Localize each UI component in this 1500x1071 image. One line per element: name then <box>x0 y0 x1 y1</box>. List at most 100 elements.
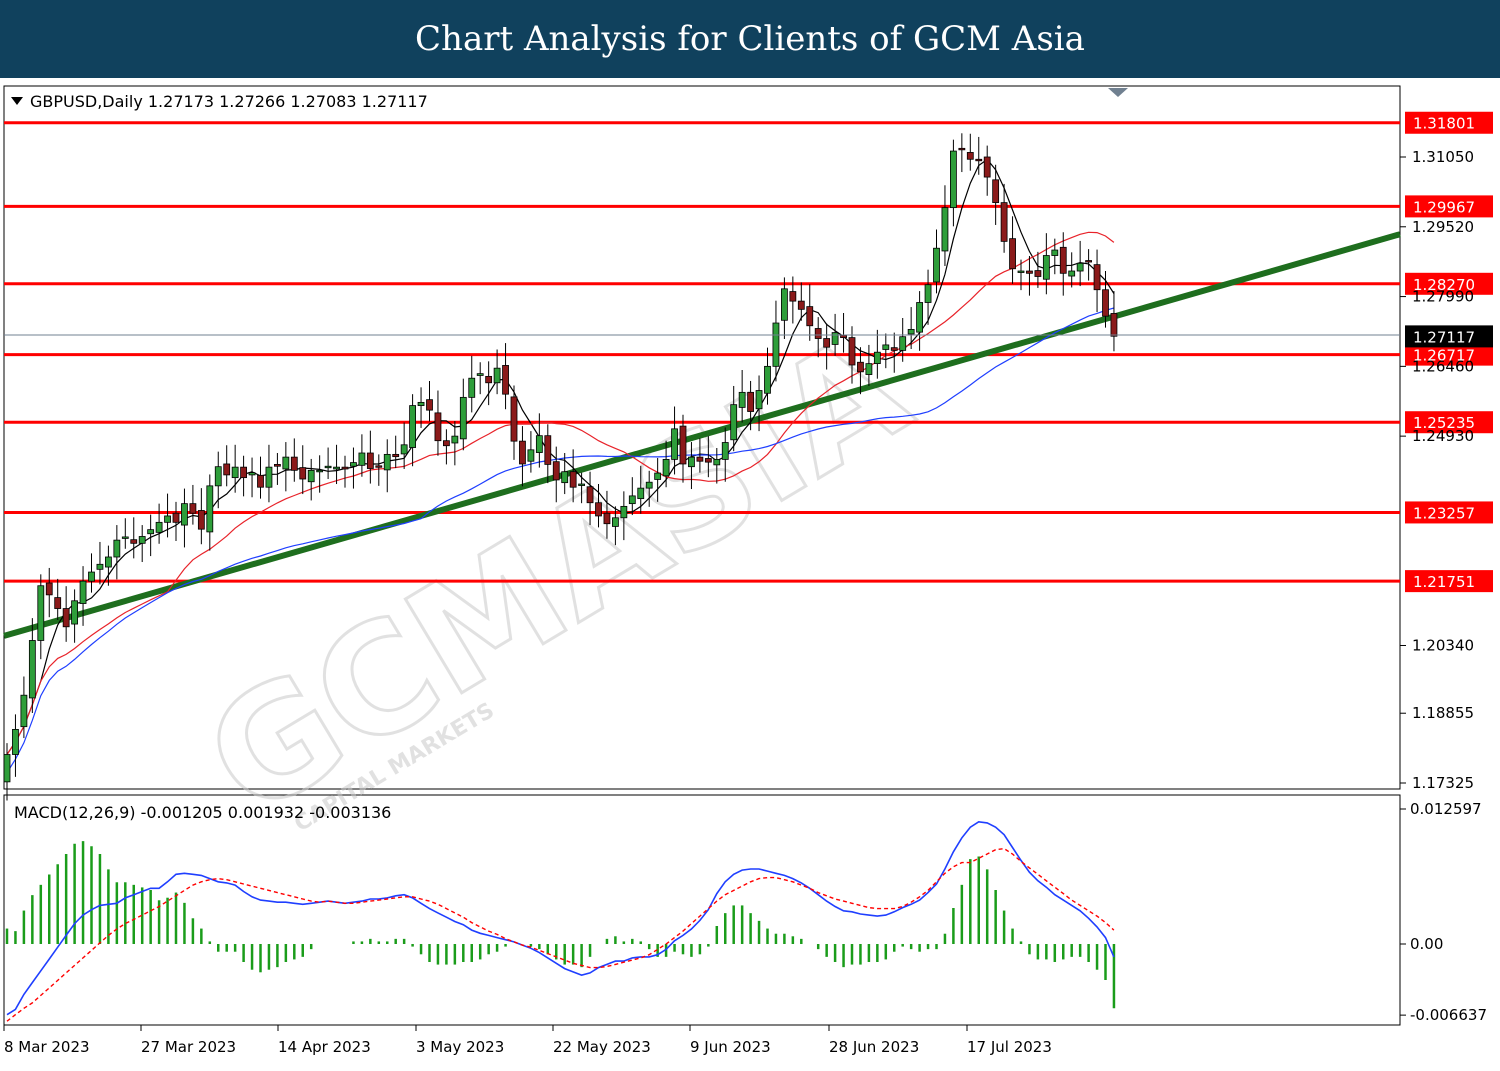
price-tick-label: 1.26460 <box>1412 357 1474 375</box>
candle-body <box>1102 289 1109 317</box>
ma-long-line <box>6 307 1115 774</box>
page-title: Chart Analysis for Clients of GCM Asia <box>415 19 1085 59</box>
candle-body <box>840 334 847 339</box>
candle-body <box>358 452 366 466</box>
level-lines: 1.31801 1.29967 1.28270 1.26717 1.25235 1.232… <box>4 111 1493 593</box>
candle-body <box>12 729 19 755</box>
level-price-label: 1.28270 <box>1413 276 1475 294</box>
candle-body <box>282 456 290 470</box>
candle-body <box>645 481 653 489</box>
candle-body <box>1009 238 1016 270</box>
candle-body <box>121 536 129 539</box>
header-bar: Chart Analysis for Clients of GCM Asia <box>0 0 1500 78</box>
candle-body <box>831 332 839 345</box>
candle-body <box>975 158 983 162</box>
level-price-tag <box>1405 501 1493 524</box>
candle-body <box>899 336 907 351</box>
candle-body <box>1000 202 1008 242</box>
candle-body <box>730 404 738 441</box>
candle-body <box>637 487 645 500</box>
candle-body <box>1085 260 1092 263</box>
candle-body <box>240 466 248 479</box>
candle-body <box>96 563 104 570</box>
candle-body <box>569 471 577 488</box>
candle-body <box>933 247 940 283</box>
candle-body <box>206 485 214 533</box>
candle-body <box>383 453 391 471</box>
level-price-label: 1.31801 <box>1413 115 1475 133</box>
price-tick-label: 1.17325 <box>1412 774 1474 792</box>
candle-body <box>552 461 560 481</box>
candle-body <box>865 363 873 375</box>
candle-body <box>181 503 188 526</box>
candle-body <box>882 344 890 350</box>
candle-body <box>273 464 281 467</box>
candle-body <box>290 456 298 471</box>
candle-body <box>468 377 476 398</box>
candle-body <box>1076 262 1084 272</box>
candle-body <box>316 469 324 473</box>
macd-signal-line <box>6 847 1115 1022</box>
candle-body <box>857 361 864 373</box>
candle-body <box>62 608 70 628</box>
candle-body <box>434 412 442 442</box>
candle-body <box>375 465 383 468</box>
level-price-label: 1.29967 <box>1413 198 1475 216</box>
candle-body <box>983 156 991 178</box>
level-price-tag <box>1405 195 1493 218</box>
candle-body <box>519 440 526 465</box>
level-price-tag <box>1405 570 1493 593</box>
uptrend-line <box>3 231 1401 639</box>
candle-body <box>223 463 231 476</box>
date-tick-label: 3 May 2023 <box>416 1038 504 1056</box>
candle-body <box>476 373 484 376</box>
level-price-tag <box>1405 111 1493 134</box>
candle-body <box>586 486 594 504</box>
candle-body <box>950 150 957 209</box>
candle-body <box>164 515 171 523</box>
candle-body <box>20 694 28 728</box>
level-price-tag <box>1405 272 1493 295</box>
candle-body <box>671 428 678 460</box>
candle-body <box>231 466 239 479</box>
macd-indicator <box>5 820 1116 1022</box>
candle-body <box>544 435 552 465</box>
candle-body <box>442 440 450 447</box>
candle-body <box>155 521 163 533</box>
current-price-tag <box>1405 325 1493 348</box>
candle-body <box>966 152 974 160</box>
candle-body <box>265 466 273 488</box>
candle-body <box>1093 264 1101 291</box>
candle-body <box>1110 313 1118 337</box>
candle-body <box>248 472 256 476</box>
candle-body <box>79 580 87 604</box>
candle-body <box>797 300 805 310</box>
candle-body <box>392 453 400 458</box>
candle-body <box>721 442 729 460</box>
candle-body <box>781 288 788 321</box>
candle-body <box>333 466 340 470</box>
candle-body <box>688 456 695 468</box>
candle-body <box>493 367 501 384</box>
candle-body <box>696 456 704 462</box>
candle-body <box>747 391 754 412</box>
macd-tick-label: 0.00 <box>1410 935 1443 953</box>
candle-body <box>1042 255 1050 280</box>
candle-body <box>71 600 78 625</box>
candle-body <box>612 517 619 527</box>
candle-body <box>502 365 509 395</box>
candle-body <box>1017 270 1025 273</box>
candle-body <box>620 505 628 519</box>
chevron-down-icon[interactable] <box>11 97 23 105</box>
candle-body <box>941 207 949 252</box>
shift-marker <box>1108 88 1128 97</box>
candle-body <box>417 401 425 406</box>
ma-mid-line <box>6 231 1115 755</box>
candle-body <box>772 322 780 367</box>
candle-body <box>738 391 746 408</box>
candle-body <box>1068 270 1076 277</box>
candle-body <box>459 396 467 440</box>
axes: 1.31050 1.29520 1.27990 1.26460 1.24930 1.203… <box>3 148 1487 1056</box>
date-tick-label: 28 Jun 2023 <box>829 1038 919 1056</box>
